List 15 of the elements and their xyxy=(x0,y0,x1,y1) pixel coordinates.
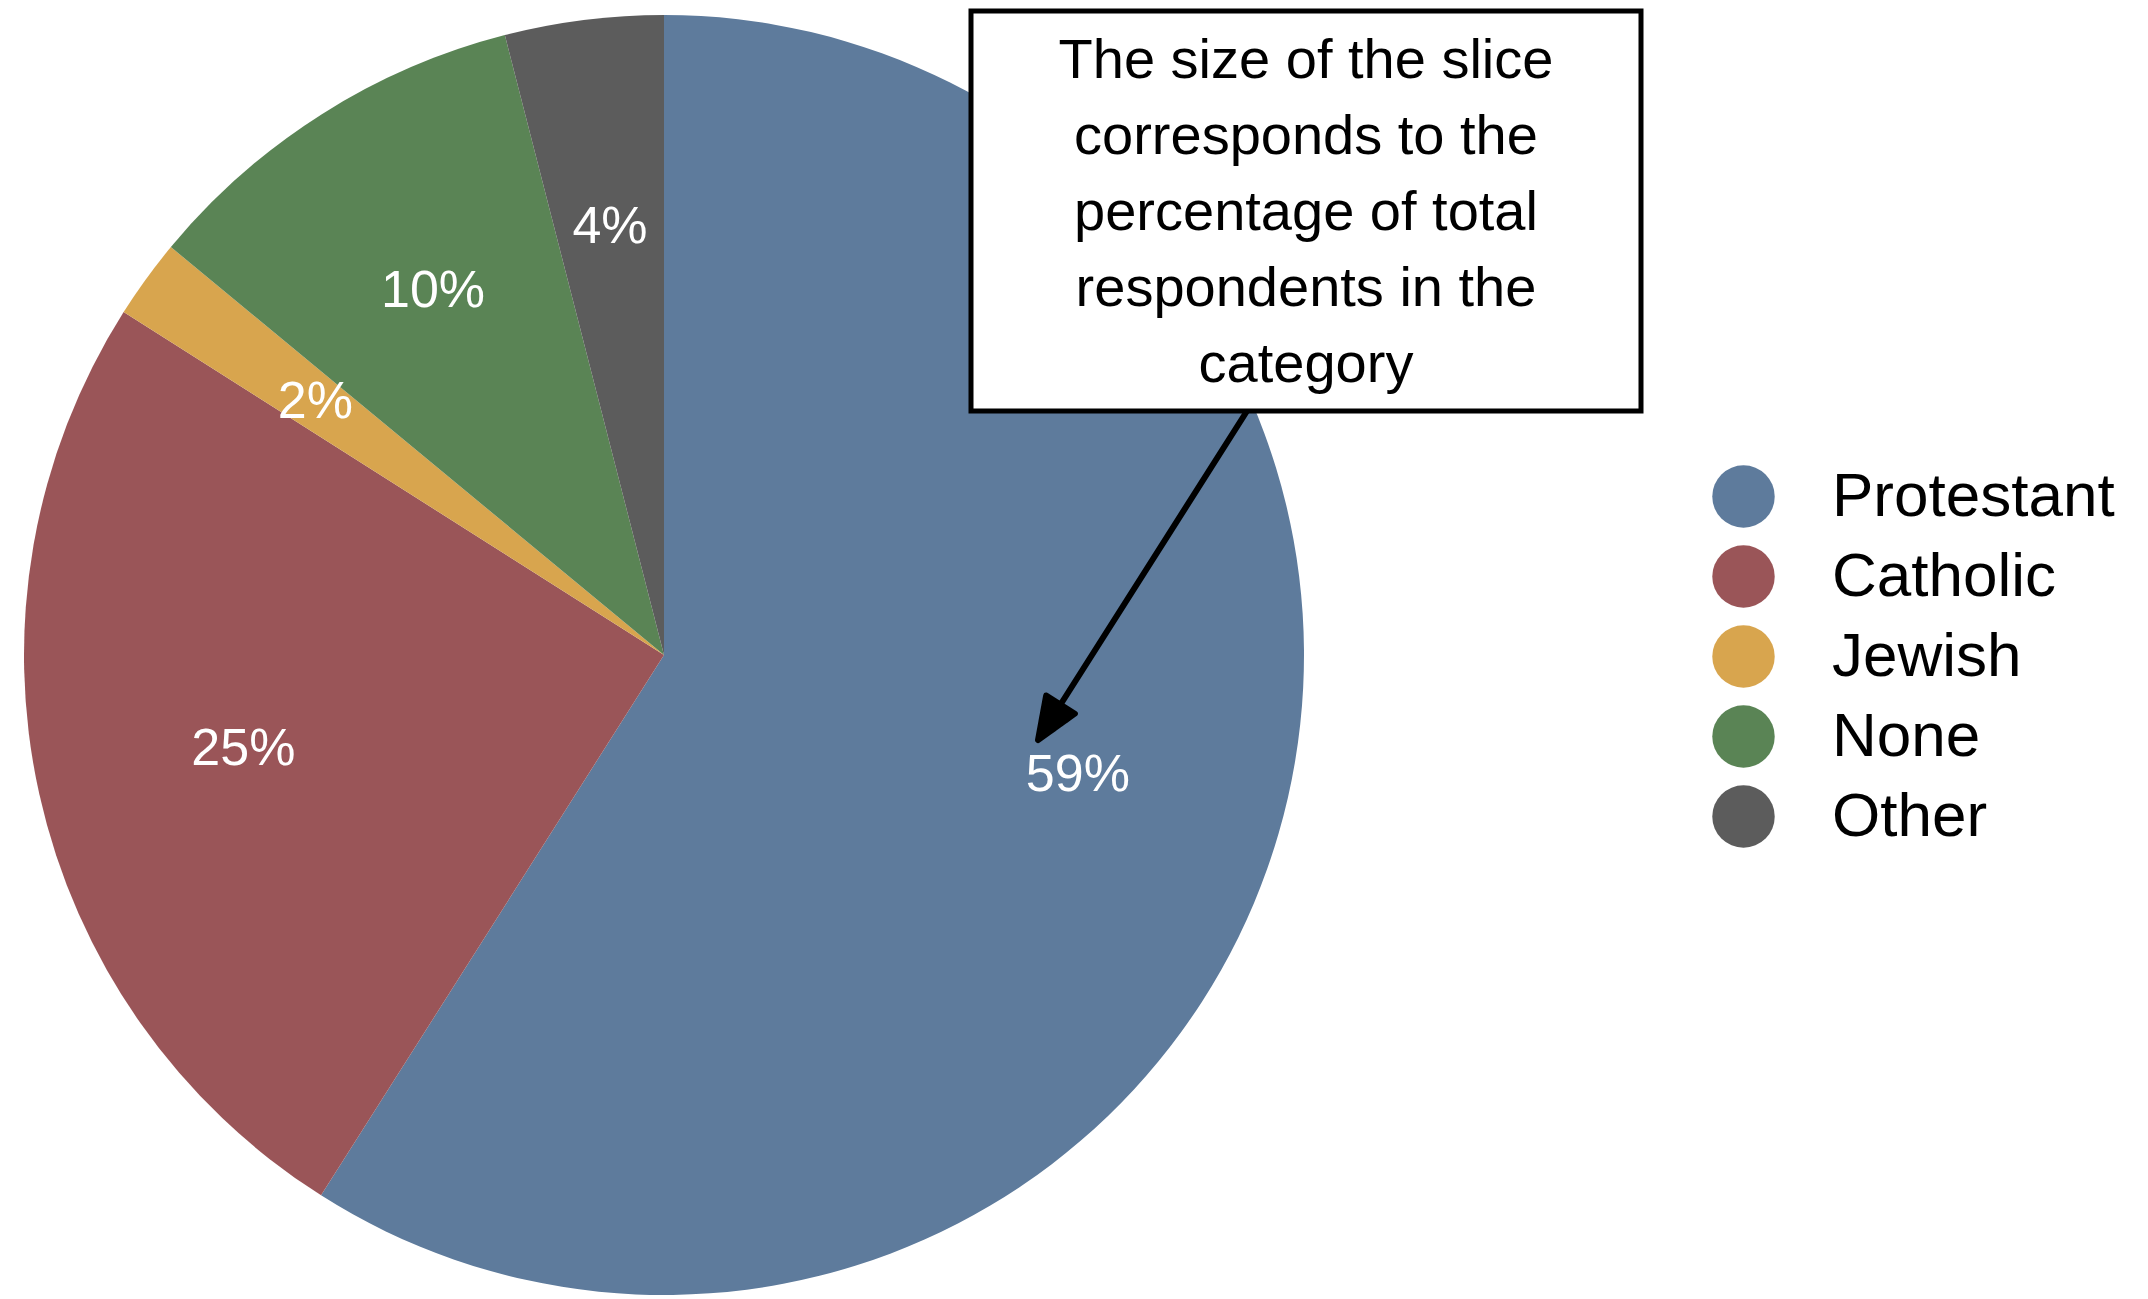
data-label: 4% xyxy=(572,196,648,255)
text: The size of the slice corresponds to the percentage of total respondents in the category xyxy=(1058,27,1554,394)
data-label: 59% xyxy=(1025,744,1130,803)
legend-label: None xyxy=(1832,699,1981,769)
data-label: 10% xyxy=(381,260,486,319)
data-label: 2% xyxy=(277,370,353,429)
pie-slice xyxy=(170,35,664,655)
legend-label: Protestant xyxy=(1832,459,2115,529)
legend-label: Other xyxy=(1832,779,1988,849)
pie-slice xyxy=(504,15,664,655)
data-label: 25% xyxy=(191,718,296,777)
pie-slice xyxy=(123,247,664,655)
pie-slice xyxy=(24,312,664,1196)
legend-label: Jewish xyxy=(1832,619,2022,689)
legend-label: Catholic xyxy=(1832,539,2056,609)
